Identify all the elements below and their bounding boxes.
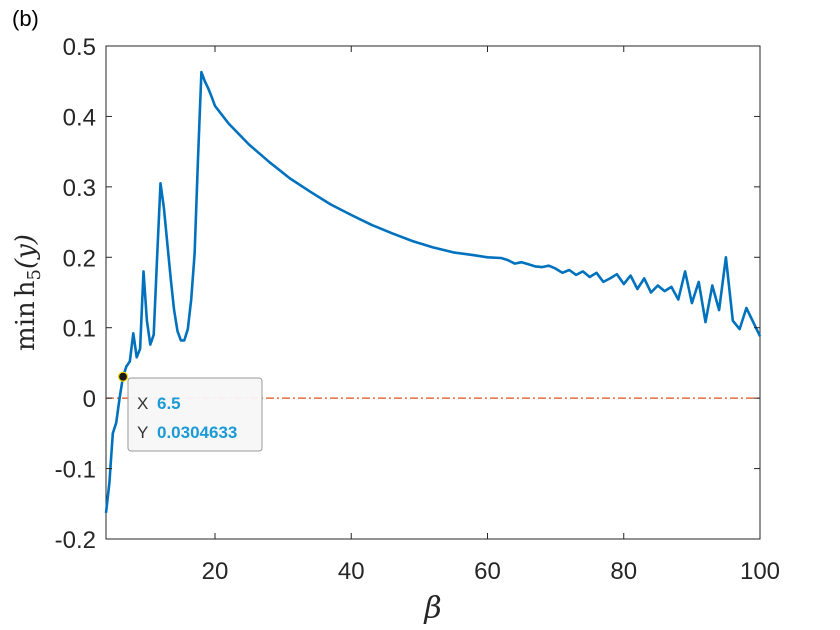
datatip-x-key: X [137, 394, 148, 413]
svg-text:minh5(y): min h5(y) [11, 234, 45, 351]
y-label-func: h [11, 280, 41, 297]
y-axis-ticks: -0.2 -0.1 0 0.1 0.2 0.3 0.4 0.5 [55, 34, 760, 554]
y-label-arg: (y) [11, 234, 41, 269]
datatip-background [127, 377, 263, 452]
datatip-y-value: 0.0304633 [157, 423, 237, 442]
y-tick-label: 0.4 [63, 104, 96, 131]
series-line[interactable] [104, 70, 762, 514]
y-tick-label: 0.2 [63, 245, 96, 272]
y-tick-label: 0.3 [63, 175, 96, 202]
x-tick-label: 100 [740, 558, 780, 585]
axes-box [105, 45, 761, 540]
x-axis-ticks: 20 40 60 80 100 [202, 46, 780, 585]
y-tick-label: 0 [83, 386, 96, 413]
y-tick-label: -0.2 [55, 527, 96, 554]
panel-label: (b) [12, 6, 39, 31]
y-tick-label: 0.1 [63, 316, 96, 343]
x-tick-label: 40 [338, 558, 365, 585]
x-axis-label: β [423, 591, 441, 626]
y-label-main: min [11, 301, 41, 351]
y-axis-label: min h5(y) [11, 234, 45, 351]
x-tick-label: 80 [610, 558, 637, 585]
datatip-box[interactable]: X 6.5 Y 0.0304633 [127, 377, 263, 452]
y-tick-label: 0.5 [63, 34, 96, 61]
datatip-marker[interactable] [117, 371, 129, 382]
datatip-x-value: 6.5 [157, 394, 181, 413]
y-label-sub: 5 [24, 269, 45, 280]
plot-area [104, 45, 762, 540]
datatip-y-key: Y [137, 423, 148, 442]
x-tick-label: 60 [474, 558, 501, 585]
x-tick-label: 20 [202, 558, 229, 585]
y-tick-label: -0.1 [55, 457, 96, 484]
